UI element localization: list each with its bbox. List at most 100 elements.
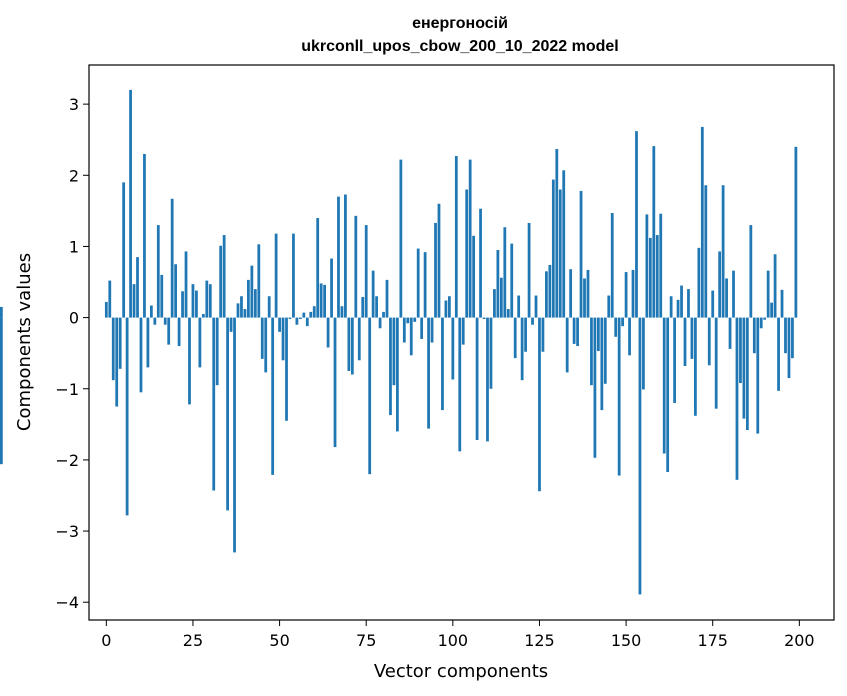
bar-198 [791, 317, 794, 359]
y-tick-label: 3 [69, 95, 79, 114]
bar-15 [156, 225, 160, 318]
bar-70 [347, 317, 351, 371]
bar-174 [707, 317, 711, 366]
bar-59 [309, 311, 313, 318]
y-axis-label: Components values [14, 253, 35, 431]
bar-58 [305, 317, 309, 327]
bar-107 [475, 317, 479, 440]
bar-113 [496, 250, 500, 318]
bar-177 [718, 251, 722, 318]
x-tick-label: 175 [697, 631, 728, 650]
bar-130 [555, 148, 559, 318]
bar-196 [784, 317, 787, 354]
bar-182 [735, 317, 739, 480]
bar-67 [337, 196, 340, 318]
bar-39 [240, 296, 243, 318]
bar-140 [590, 317, 593, 386]
bar-46 [264, 317, 268, 373]
bar-26 [195, 290, 198, 318]
bar-32 [215, 317, 219, 386]
x-axis-label: Vector components [374, 661, 548, 682]
bar-169 [690, 317, 694, 359]
bar-7 [129, 89, 132, 318]
bar-165 [676, 299, 680, 318]
bar-69 [344, 194, 347, 318]
bar-91 [420, 317, 424, 339]
bar-9 [136, 257, 139, 318]
bar-127 [545, 271, 548, 318]
y-tick-label: −1 [55, 380, 79, 399]
bar-152 [631, 269, 635, 318]
bar-150 [624, 272, 628, 318]
x-tick-label: 0 [101, 631, 111, 650]
bar-41 [247, 279, 250, 318]
bar-93 [427, 317, 430, 429]
bar-43 [253, 289, 257, 318]
bar-139 [586, 269, 590, 318]
bar-20 [174, 264, 178, 318]
bar-183 [739, 317, 742, 384]
bar-45 [260, 317, 264, 359]
bar-149 [621, 317, 625, 327]
chart-subtitle: ukrconll_upos_cbow_200_10_2022 model [301, 38, 618, 55]
bar-135 [572, 317, 576, 344]
bar-192 [770, 302, 774, 318]
bar-106 [472, 235, 476, 318]
y-axis-ticks: −4 −3 −2 −1 0 1 2 3 [55, 95, 89, 612]
bar-199 [794, 146, 798, 318]
x-tick-label: 150 [611, 631, 642, 650]
bar-4 [118, 317, 122, 369]
bar-97 [441, 317, 444, 411]
bar-98 [444, 300, 448, 318]
bar-30 [208, 284, 212, 318]
bar-109 [482, 317, 486, 320]
bar-194 [777, 317, 780, 391]
bar-73 [357, 317, 361, 361]
bar-117 [510, 243, 514, 318]
bar-157 [648, 237, 652, 318]
bar-27 [198, 317, 202, 368]
bar-51 [281, 317, 285, 361]
bar-108 [479, 208, 482, 318]
bar-55 [295, 317, 299, 325]
bar-195 [780, 289, 784, 318]
bar-undefined [0, 317, 3, 465]
bar-147 [614, 317, 618, 337]
bar-65 [330, 258, 333, 318]
bar-171 [697, 247, 701, 318]
bar-132 [562, 170, 566, 318]
bar-158 [652, 146, 656, 318]
bar-50 [278, 317, 281, 332]
bar-56 [298, 317, 302, 320]
bar-19 [170, 198, 174, 318]
x-tick-label: 200 [784, 631, 815, 650]
bar-undefined [0, 306, 3, 318]
bar-63 [323, 284, 327, 318]
bar-178 [721, 185, 725, 318]
bar-184 [742, 317, 746, 419]
bar-167 [683, 317, 687, 366]
bar-160 [659, 213, 663, 318]
bar-83 [392, 317, 396, 386]
bar-190 [763, 317, 767, 320]
bar-197 [787, 317, 791, 379]
bar-185 [745, 317, 749, 431]
bar-168 [687, 289, 690, 318]
bar-64 [326, 317, 330, 348]
bar-28 [201, 314, 205, 318]
bar-61 [316, 217, 320, 318]
bar-86 [402, 317, 406, 343]
bar-166 [680, 285, 683, 318]
bar-186 [749, 225, 753, 318]
bar-137 [579, 190, 583, 318]
bar-156 [645, 214, 649, 318]
bar-99 [447, 296, 451, 318]
bar-154 [638, 317, 642, 595]
bar-188 [756, 317, 760, 434]
bar-170 [694, 317, 697, 416]
bar-11 [143, 153, 146, 318]
bar-104 [465, 189, 469, 318]
bar-12 [146, 317, 150, 368]
bar-116 [506, 309, 510, 318]
